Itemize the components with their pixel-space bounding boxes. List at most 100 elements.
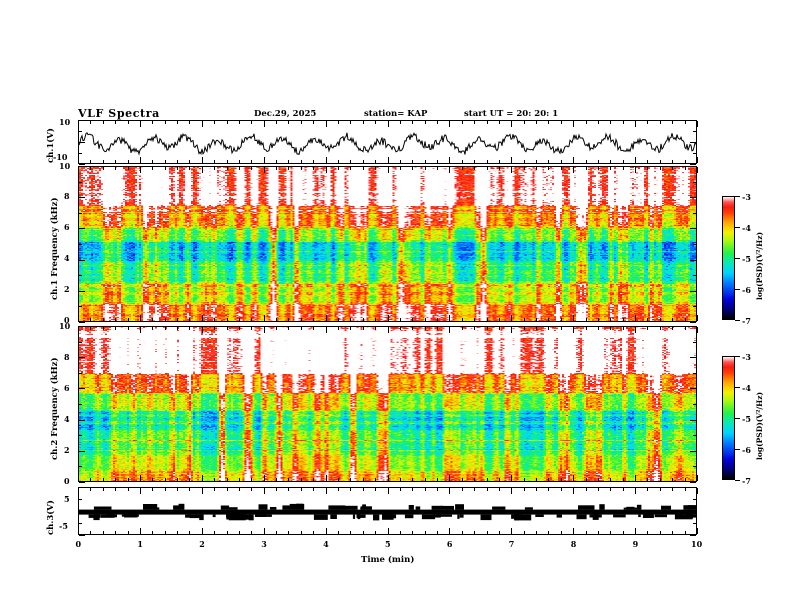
axis-tick	[461, 167, 463, 170]
axis-tick	[486, 488, 488, 491]
axis-tick	[177, 167, 179, 170]
axis-tick	[672, 488, 674, 491]
axis-tick	[690, 511, 696, 512]
axis-tick	[511, 315, 513, 321]
axis-tick	[238, 488, 240, 491]
axis-tick	[288, 160, 290, 163]
axis-tick	[214, 478, 216, 481]
axis-tick	[523, 327, 525, 330]
axis-tick	[690, 142, 696, 143]
axis-tick	[189, 478, 191, 481]
figure-date: Dec.29, 2025	[254, 109, 317, 119]
axis-tick	[387, 121, 389, 127]
axis-tick	[251, 478, 253, 481]
axis-tick	[79, 499, 82, 500]
axis-tick	[635, 315, 637, 321]
axis-tick	[573, 167, 575, 173]
axis-tick	[79, 131, 82, 132]
axis-tick	[449, 157, 451, 163]
axis-tick	[263, 327, 265, 333]
axis-tick	[127, 167, 129, 170]
axis-tick	[424, 167, 426, 170]
axis-tick	[399, 488, 401, 491]
axis-tick	[226, 488, 228, 491]
axis-tick	[362, 160, 364, 163]
axis-tick	[214, 531, 216, 534]
axis-tick	[635, 475, 637, 481]
axis-tick	[610, 488, 612, 491]
axis-tick	[461, 478, 463, 481]
axis-tick	[337, 121, 339, 124]
page-title: VLF Spectra	[78, 107, 160, 120]
axis-tick	[337, 531, 339, 534]
axis-tick	[684, 488, 686, 491]
axis-tick	[697, 315, 698, 321]
axis-tick	[362, 318, 364, 321]
axis-tick	[659, 167, 661, 170]
axis-tick	[548, 478, 550, 481]
ch1-sg-ytick-0: 0	[64, 315, 70, 325]
axis-tick	[597, 488, 599, 491]
axis-tick	[189, 160, 191, 163]
axis-tick	[684, 478, 686, 481]
axis-tick	[79, 164, 85, 165]
axis-tick	[102, 160, 104, 163]
axis-tick	[690, 450, 696, 452]
axis-tick	[362, 327, 364, 330]
axis-tick	[622, 327, 624, 330]
ch1-spectrogram-image	[79, 167, 696, 321]
axis-tick	[690, 419, 696, 421]
axis-tick	[78, 167, 79, 173]
axis-tick	[350, 478, 352, 481]
axis-tick	[79, 228, 85, 230]
ch2-sg-ytick-4: 4	[64, 414, 70, 424]
colorbar-tick	[735, 227, 740, 228]
axis-tick	[684, 531, 686, 534]
colorbar-tick	[735, 387, 740, 388]
axis-tick	[300, 488, 302, 491]
axis-tick	[610, 478, 612, 481]
axis-tick	[78, 475, 79, 481]
axis-tick	[449, 528, 451, 534]
axis-tick	[313, 488, 315, 491]
axis-tick	[536, 478, 538, 481]
axis-tick	[690, 228, 696, 230]
axis-tick	[536, 531, 538, 534]
axis-tick	[325, 475, 327, 481]
axis-tick	[690, 535, 696, 536]
axis-tick	[79, 435, 82, 437]
axis-tick	[548, 121, 550, 124]
axis-tick	[276, 327, 278, 330]
axis-tick	[690, 164, 696, 165]
axis-tick	[523, 478, 525, 481]
axis-tick	[325, 315, 327, 321]
axis-tick	[437, 318, 439, 321]
axis-tick	[573, 121, 575, 127]
axis-tick	[536, 318, 538, 321]
axis-tick	[622, 318, 624, 321]
axis-tick	[238, 167, 240, 170]
axis-tick	[300, 531, 302, 534]
axis-tick	[412, 478, 414, 481]
axis-tick	[486, 160, 488, 163]
axis-tick	[375, 318, 377, 321]
axis-tick	[659, 121, 661, 124]
axis-tick	[263, 315, 265, 321]
axis-tick	[647, 121, 649, 124]
ch1-waveform-ylabel: ch.1(V)	[46, 128, 56, 163]
axis-tick	[325, 327, 327, 333]
axis-tick	[177, 121, 179, 124]
axis-tick	[337, 160, 339, 163]
axis-tick	[152, 531, 154, 534]
axis-tick	[313, 167, 315, 170]
axis-tick	[585, 160, 587, 163]
x-axis-tick-label: 9	[632, 539, 639, 549]
axis-tick	[276, 167, 278, 170]
axis-tick	[697, 157, 698, 163]
axis-tick	[387, 475, 389, 481]
axis-tick	[263, 157, 265, 163]
colorbar-ch2	[722, 356, 735, 480]
axis-tick	[560, 488, 562, 491]
axis-tick	[337, 488, 339, 491]
colorbar-tick-label: -7	[742, 475, 751, 486]
